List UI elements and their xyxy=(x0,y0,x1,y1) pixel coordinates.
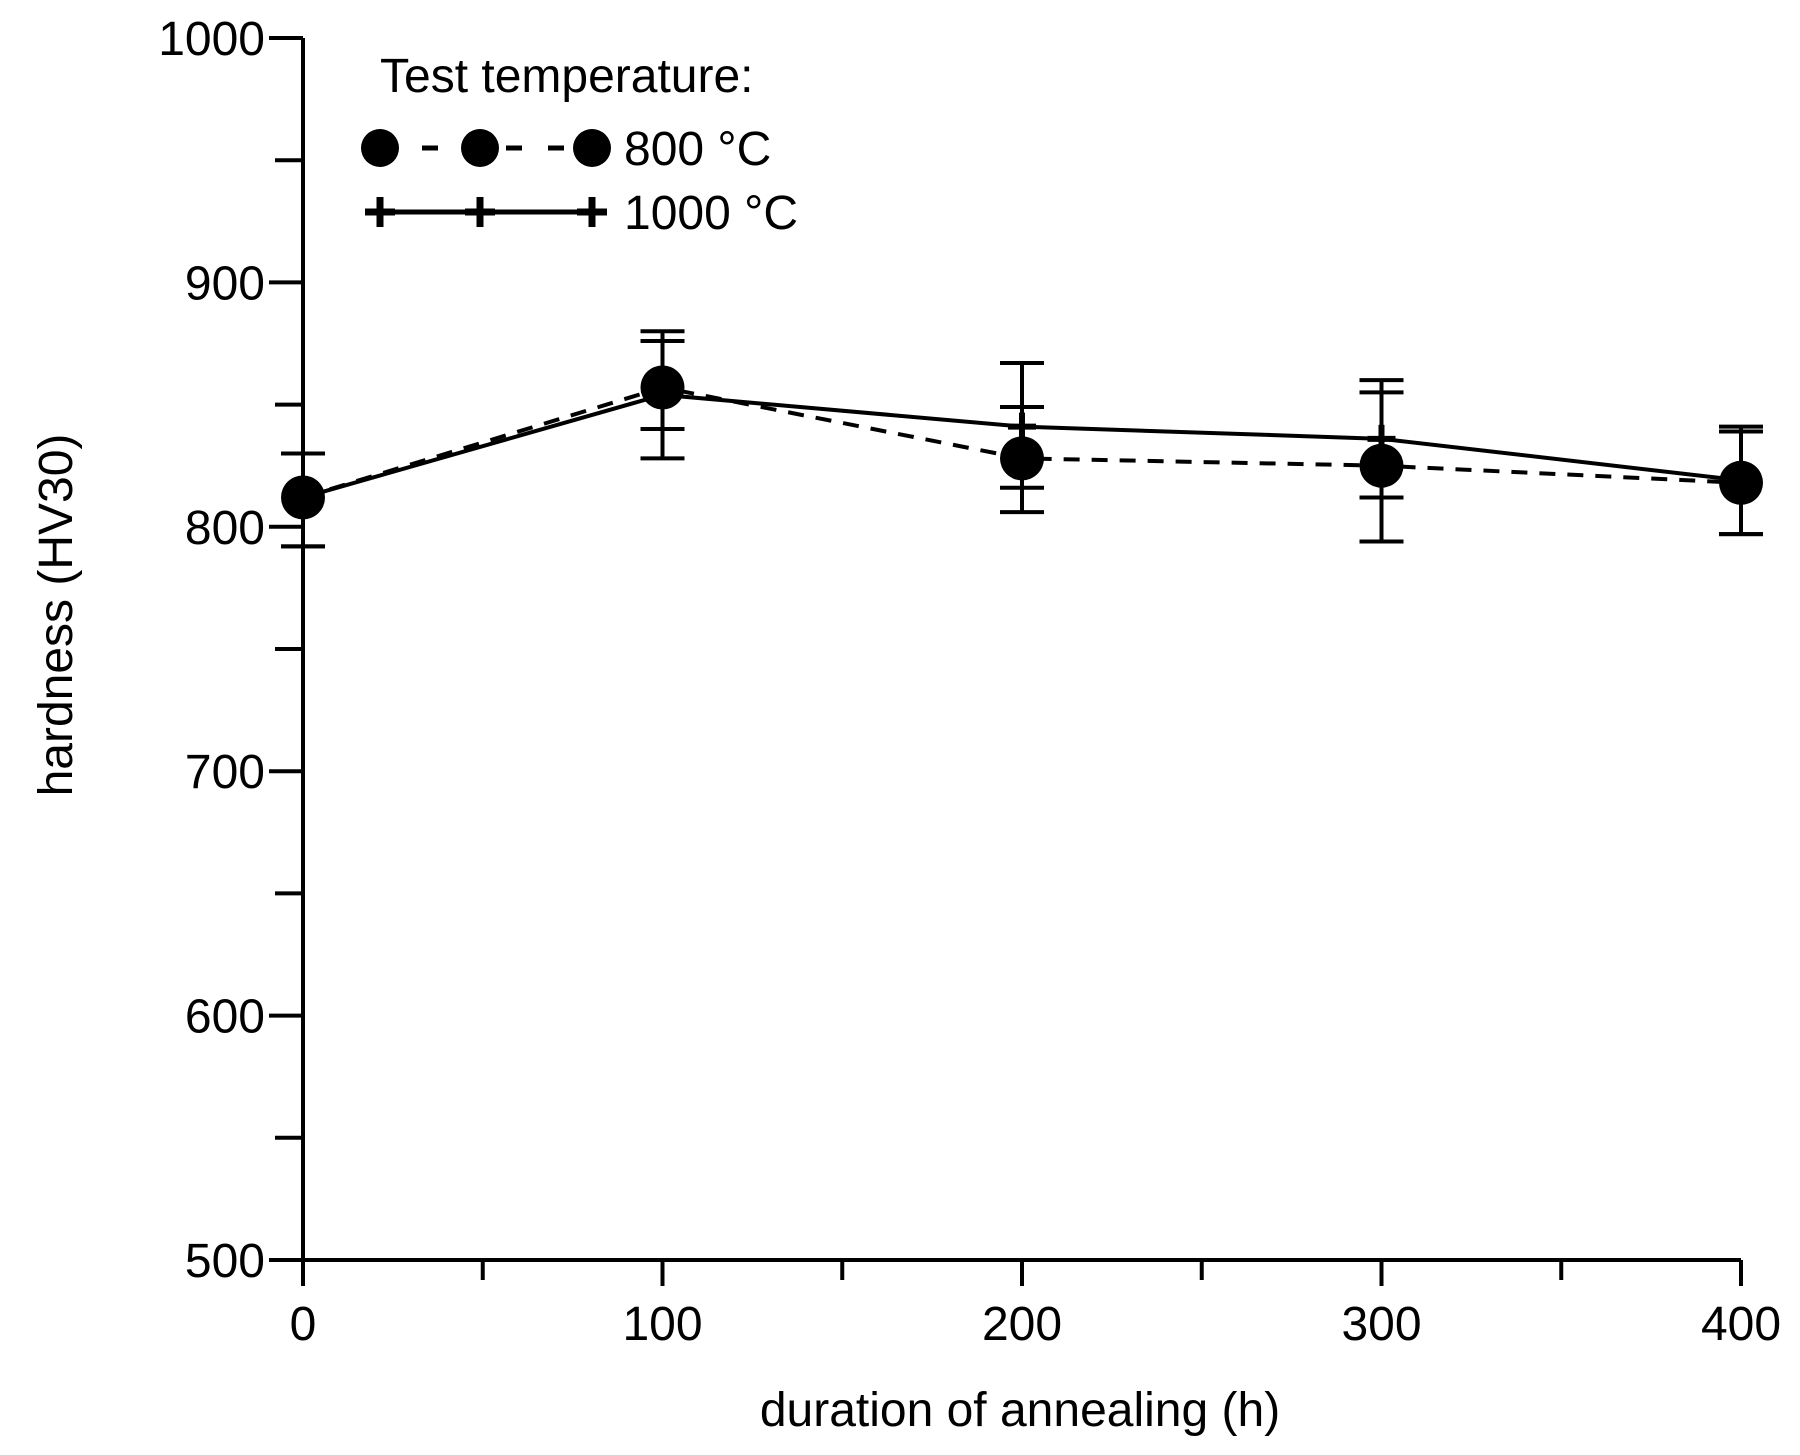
y-axis-label: hardness (HV30) xyxy=(30,434,83,797)
point-1-0 xyxy=(289,483,317,512)
x-axis-label: duration of annealing (h) xyxy=(760,1384,1280,1437)
x-tick-label-0: 0 xyxy=(290,1298,317,1351)
legend-marker-0-2 xyxy=(573,129,611,167)
legend: Test temperature: 800 °C 1000 °C xyxy=(361,50,798,240)
legend-label-1: 1000 °C xyxy=(624,187,798,240)
point-1-3 xyxy=(1367,424,1396,453)
point-1-1 xyxy=(648,380,677,409)
point-1-2 xyxy=(1008,412,1036,441)
point-1-4 xyxy=(1727,466,1755,495)
x-tick-label-200: 200 xyxy=(982,1298,1062,1351)
x-tick-label-300: 300 xyxy=(1341,1298,1421,1351)
y-tick-label-700: 700 xyxy=(185,746,265,799)
legend-item-1000: 1000 °C xyxy=(365,187,798,240)
series-1 xyxy=(281,339,1763,549)
x-tick-label-100: 100 xyxy=(622,1298,702,1351)
legend-marker-0-1 xyxy=(461,129,499,167)
legend-label-0: 800 °C xyxy=(624,123,771,176)
y-axis: 500 600 700 800 900 1000 xyxy=(158,13,305,1288)
legend-title: Test temperature: xyxy=(380,50,754,103)
y-tick-label-500: 500 xyxy=(185,1235,265,1288)
legend-item-800: 800 °C xyxy=(361,123,771,176)
plot-series xyxy=(281,329,1763,549)
y-tick-label-1000: 1000 xyxy=(158,13,265,66)
y-tick-label-800: 800 xyxy=(185,502,265,555)
y-tick-label-600: 600 xyxy=(185,991,265,1044)
legend-marker-0-0 xyxy=(361,129,399,167)
y-tick-label-900: 900 xyxy=(185,257,265,310)
x-axis: 0 100 200 300 400 xyxy=(290,1258,1781,1351)
x-tick-label-400: 400 xyxy=(1701,1298,1781,1351)
